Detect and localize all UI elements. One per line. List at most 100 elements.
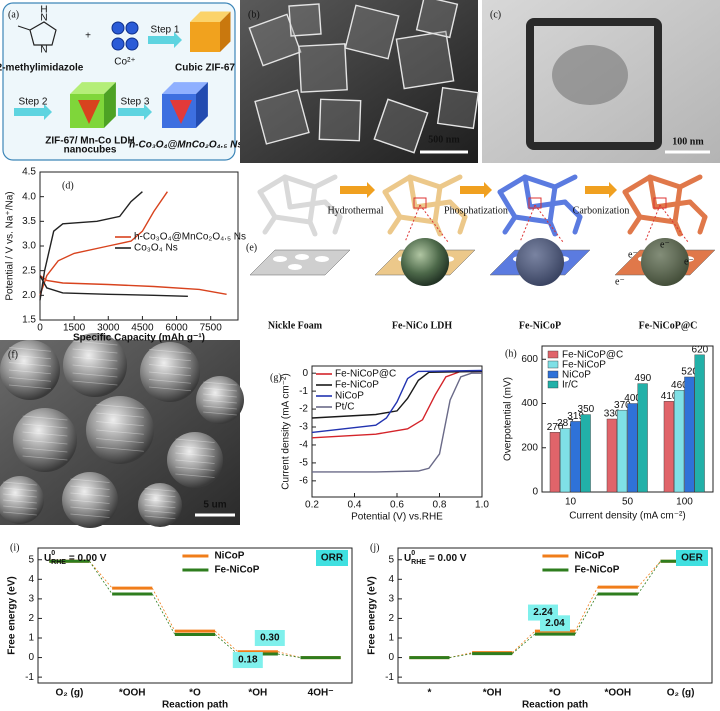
panel-label: (d) [62,180,74,191]
y-tick-label: 2.5 [22,265,36,276]
potential-label: U0 RHE = 0.00 V [44,550,107,566]
x-tick-label: *OH [483,688,502,699]
petal [22,439,68,445]
value-label: 270 [547,422,564,433]
legend-label: NiCoP [214,551,244,562]
framework-strut [382,174,413,195]
microflower [62,472,118,528]
y-tick-label: 4 [28,574,34,585]
cube-particle [373,98,429,154]
framework-strut [562,199,583,220]
legend-label: Co₃O₄ Ns [134,243,178,254]
hollow-cube-shell [526,18,662,150]
x-tick-label: 50 [622,497,634,508]
x-tick-label: 3000 [97,323,120,334]
petal [175,459,215,464]
cube-particle [415,0,459,39]
y-tick-label: 4.5 [22,167,36,178]
y-tick-label: 0 [532,487,538,498]
y-tick-label: 1.5 [22,315,36,326]
y-tick-label: 3.5 [22,216,36,227]
y-tick-label: -3 [299,422,308,433]
framework-strut [652,199,693,210]
legend-swatch [547,360,559,369]
petal [148,349,192,354]
plot-frame [37,547,353,684]
petal [3,493,37,498]
bar [560,428,571,493]
potential-value: = 0.00 V [69,553,107,564]
microflower [0,340,60,400]
petal [144,488,176,492]
y-tick-label: 400 [521,398,538,409]
value-label: 350 [578,404,595,415]
petal [22,423,68,429]
y-tick-label: -4 [299,440,308,451]
framework-strut [272,214,313,225]
petal [96,429,144,435]
arrow [14,104,52,120]
value-label: 410 [661,391,678,402]
value-label: 520 [681,367,698,378]
framework-strut [322,199,343,220]
cobalt-ion [111,37,125,51]
petal [148,356,192,362]
petal [148,386,192,392]
legend-label: Fe-NiCoP [562,360,606,371]
cobalt-ion [125,21,139,35]
potential-sub: RHE [411,559,426,566]
atom-label: N [40,13,47,24]
legend-label: NiCoP [562,370,591,381]
petal [8,362,52,367]
cube-core [170,100,192,124]
bar [674,390,685,493]
y-tick-label: 600 [521,354,538,365]
petal [72,348,118,354]
annotation: 0.18 [238,655,258,666]
value-label: 319 [567,411,584,422]
connector [89,561,113,595]
tag-box [676,550,708,566]
process-label: Carbonization [573,205,630,216]
panel-label: (b) [248,9,260,20]
framework-strut [647,174,683,190]
cube-particle [344,4,400,60]
bar [549,432,560,493]
x-tick-label: 6000 [165,323,188,334]
annotation: 2.04 [545,618,565,629]
y-tick-label: -5 [299,458,308,469]
petal [175,466,215,471]
y-tick-label: -6 [299,475,308,486]
petal [22,455,68,461]
framework-strut [282,174,293,210]
framework-strut [397,214,438,225]
value-label: 370 [614,400,631,411]
potential-sup: 0 [411,550,415,557]
guide-line [519,204,536,243]
legend-swatch [547,370,559,379]
microflower [86,396,154,464]
series-line [312,372,482,473]
legend-label: h-Co₃O₄@MnCo₂O₄.₅ Ns [134,232,246,243]
framework-strut [287,199,328,210]
scale-label: 500 nm [428,134,460,145]
y-axis-label: Potential / V vs. Na⁺/Na) [5,191,16,300]
x-tick-label: *OOH [119,688,146,699]
value-label: 620 [692,344,709,355]
foam [249,249,351,276]
x-tick-label: 0.8 [433,500,447,511]
petal [3,487,37,492]
foam-plate [249,249,351,276]
tag-box [316,550,348,566]
x-tick-label: *O [549,688,561,699]
y-axis-label: Current density (mA cm⁻²) [281,373,292,489]
electron-label: e⁻ [628,249,638,260]
x-tick-label: 4OH⁻ [308,688,334,699]
y-tick-label: 1 [28,633,34,644]
petal [22,415,68,421]
y-axis-label: Free energy (eV) [367,576,378,654]
caption: ZIF-67/ Mn-Co LDH [45,136,134,147]
microflower [196,376,244,424]
